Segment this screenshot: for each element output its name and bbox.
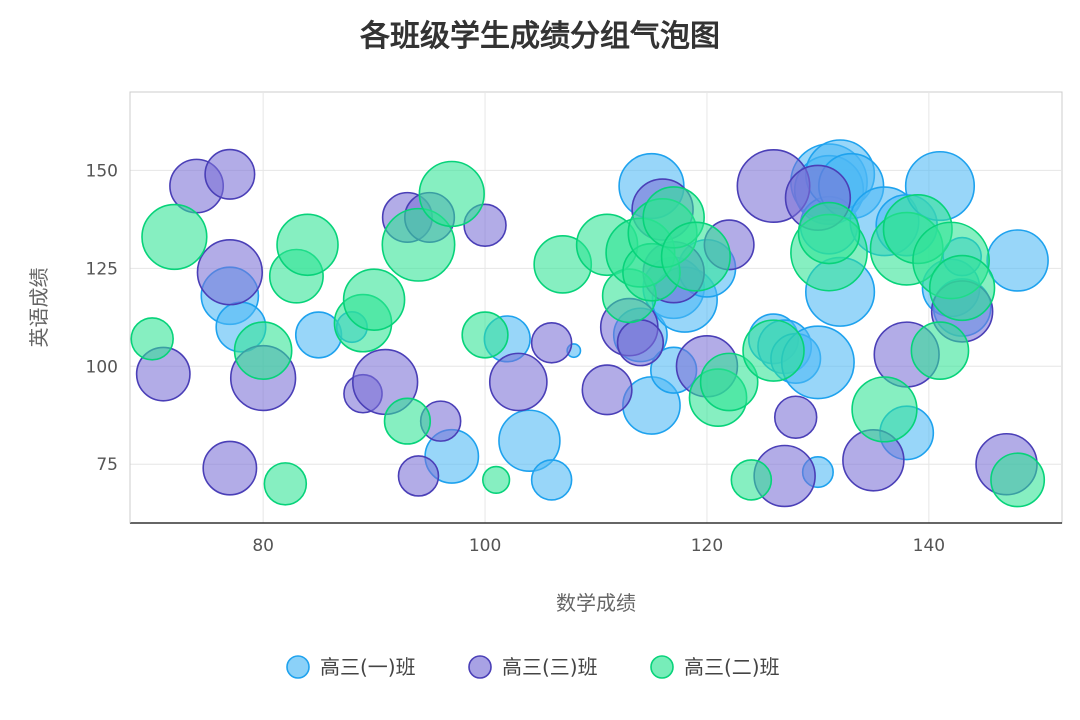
bubble[interactable] — [910, 321, 970, 380]
bubble[interactable] — [581, 364, 633, 416]
bubble-layer — [130, 139, 1049, 508]
bubble[interactable] — [482, 465, 511, 495]
legend-item[interactable]: 高三(二)班 — [650, 655, 780, 679]
series-3 — [130, 160, 1046, 508]
bubble[interactable] — [342, 268, 406, 331]
x-tick-label: 120 — [691, 536, 723, 556]
x-axis-label: 数学成绩 — [556, 591, 636, 615]
bubble[interactable] — [530, 459, 573, 501]
bubble[interactable] — [990, 452, 1046, 508]
legend-label: 高三(一)班 — [320, 655, 416, 679]
bubble[interactable] — [616, 319, 665, 367]
bubble[interactable] — [233, 321, 293, 380]
legend-marker — [286, 655, 310, 679]
y-axis-label: 英语成绩 — [27, 268, 51, 348]
bubble[interactable] — [418, 160, 485, 228]
bubble[interactable] — [381, 207, 456, 282]
legend-marker — [650, 655, 674, 679]
legend-item[interactable]: 高三(三)班 — [468, 655, 598, 679]
bubble[interactable] — [699, 352, 759, 412]
legend-item[interactable]: 高三(一)班 — [286, 655, 416, 679]
x-tick-label: 80 — [252, 536, 274, 556]
bubble[interactable] — [383, 397, 432, 445]
bubble[interactable] — [461, 311, 509, 359]
bubble[interactable] — [742, 319, 805, 382]
bubble[interactable] — [530, 321, 573, 364]
y-tick-label: 75 — [96, 455, 118, 475]
bubble[interactable] — [773, 395, 818, 439]
y-tick-label: 150 — [86, 161, 118, 181]
legend-label: 高三(三)班 — [502, 655, 598, 679]
bubble[interactable] — [986, 229, 1049, 292]
bubble[interactable] — [488, 352, 548, 412]
bubble[interactable] — [204, 148, 256, 200]
bubble[interactable] — [202, 440, 258, 496]
legend-label: 高三(二)班 — [684, 655, 780, 679]
bubble[interactable] — [928, 254, 996, 322]
x-tick-label: 100 — [469, 536, 501, 556]
bubble[interactable] — [797, 201, 861, 265]
bubble[interactable] — [660, 221, 731, 292]
y-tick-label: 100 — [86, 357, 118, 377]
x-tick-label: 140 — [913, 536, 945, 556]
y-tick-label: 125 — [86, 259, 118, 279]
bubble[interactable] — [130, 317, 174, 361]
bubble[interactable] — [263, 462, 308, 506]
bubble[interactable] — [141, 203, 208, 271]
chart-title: 各班级学生成绩分组气泡图 — [359, 19, 720, 54]
bubble[interactable] — [730, 459, 773, 501]
bubble[interactable] — [397, 455, 440, 497]
legend-marker — [468, 655, 492, 679]
bubble[interactable] — [498, 409, 561, 472]
bubble[interactable] — [196, 239, 264, 306]
legend[interactable]: 高三(一)班 高三(三)班 高三(二)班 — [286, 655, 780, 679]
bubble[interactable] — [851, 376, 918, 443]
axes: 80 100 120 140 75 100 125 150 — [86, 92, 1062, 556]
bubble[interactable] — [276, 213, 339, 277]
